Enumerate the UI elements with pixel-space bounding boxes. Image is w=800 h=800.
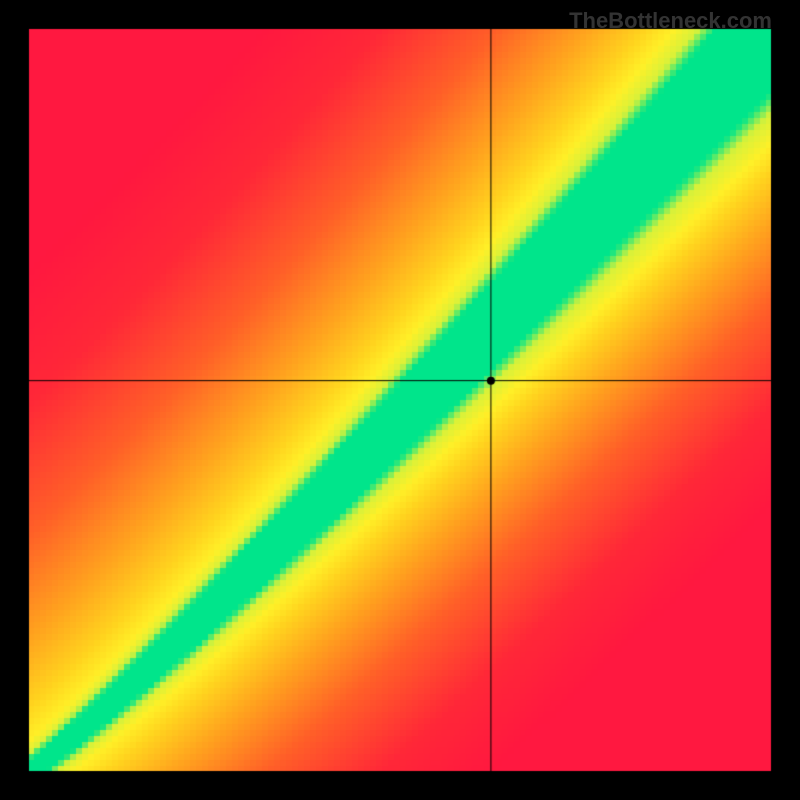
bottleneck-heatmap-canvas [0,0,800,800]
watermark-text: TheBottleneck.com [569,8,772,34]
chart-container: TheBottleneck.com [0,0,800,800]
